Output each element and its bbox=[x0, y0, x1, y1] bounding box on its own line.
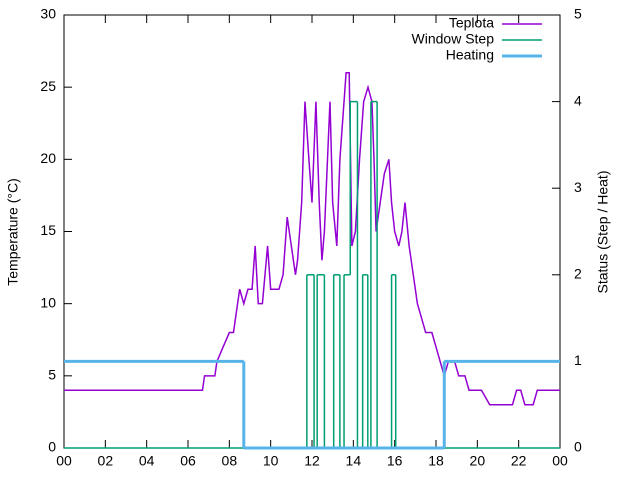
x-tick-label: 08 bbox=[222, 453, 238, 469]
y2-tick-label: 5 bbox=[574, 6, 582, 22]
y-tick-label: 30 bbox=[40, 6, 56, 22]
y2-tick-label: 1 bbox=[574, 352, 582, 368]
y2-tick-label: 3 bbox=[574, 179, 582, 195]
x-tick-label: 20 bbox=[470, 453, 486, 469]
x-tick-label: 00 bbox=[56, 453, 72, 469]
y-tick-label: 0 bbox=[48, 439, 56, 455]
x-tick-label: 10 bbox=[263, 453, 279, 469]
x-tick-label: 02 bbox=[98, 453, 114, 469]
y-tick-label: 10 bbox=[40, 294, 56, 310]
y-tick-label: 20 bbox=[40, 150, 56, 166]
legend-label: Heating bbox=[446, 47, 494, 63]
x-tick-label: 06 bbox=[180, 453, 196, 469]
x-tick-label: 12 bbox=[304, 453, 320, 469]
y-tick-label: 15 bbox=[40, 222, 56, 238]
x-tick-label: 16 bbox=[387, 453, 403, 469]
y-tick-label: 5 bbox=[48, 367, 56, 383]
y-tick-label: 25 bbox=[40, 78, 56, 94]
legend-label: Teplota bbox=[449, 15, 494, 31]
legend-label: Window Step bbox=[412, 31, 495, 47]
data-line bbox=[64, 71, 560, 406]
x-tick-label: 00 bbox=[552, 453, 568, 469]
x-tick-label: 04 bbox=[139, 453, 155, 469]
x-tick-label: 18 bbox=[428, 453, 444, 469]
y-axis-label: Temperature (°C) bbox=[5, 178, 21, 286]
y2-tick-label: 0 bbox=[574, 439, 582, 455]
y2-tick-label: 2 bbox=[574, 266, 582, 282]
y2-tick-label: 4 bbox=[574, 92, 582, 108]
x-tick-label: 22 bbox=[511, 453, 527, 469]
y2-axis-label: Status (Step / Heat) bbox=[595, 171, 611, 294]
x-tick-label: 14 bbox=[346, 453, 362, 469]
plot-frame bbox=[63, 14, 561, 449]
